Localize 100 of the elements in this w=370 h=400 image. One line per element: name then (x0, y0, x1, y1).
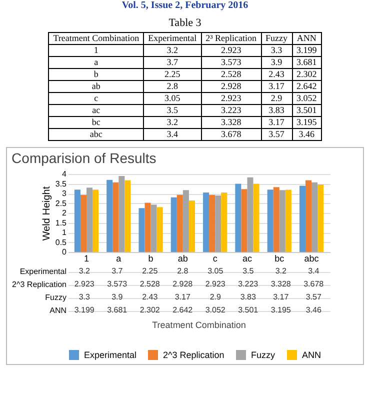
x-tick-label: 1 (84, 254, 89, 264)
bar (144, 202, 151, 252)
data-label: 2.302 (292, 68, 322, 80)
legend-label: ANN (302, 350, 322, 360)
data-label: 3.83 (240, 292, 256, 302)
bar (203, 192, 210, 252)
data-label: 3.17 (261, 116, 292, 128)
data-label: 3.199 (292, 44, 322, 56)
text: ANN (292, 32, 322, 44)
bar (273, 187, 280, 252)
data-label: 3.83 (261, 104, 292, 116)
bar (221, 192, 228, 252)
data-label: 3.199 (74, 306, 95, 314)
data-label: 3.57 (306, 292, 322, 302)
data-label: 3.501 (292, 104, 322, 116)
data-label: 2.928 (172, 280, 194, 288)
bar (235, 184, 242, 252)
data-label: 3.7 (112, 266, 124, 276)
y-tick-label: 0 (62, 248, 68, 256)
data-label: 3.46 (306, 306, 322, 314)
category-label: ab (48, 80, 144, 92)
data-label: 3.4 (308, 266, 320, 276)
y-tick-label: 2 (62, 208, 68, 218)
category-label: c (48, 92, 144, 104)
category-label: ac (48, 104, 144, 116)
bar (188, 200, 195, 252)
data-label: 2.9 (261, 92, 292, 104)
bar (150, 204, 157, 252)
legend-label: 2³ Replication (201, 32, 262, 44)
bar (318, 184, 324, 252)
data-label: 2.8 (177, 266, 189, 276)
data-label: 3.501 (238, 306, 259, 314)
data-label: 3.681 (292, 56, 322, 68)
data-label: 3.678 (304, 280, 324, 288)
x-tick-label: a (116, 254, 122, 264)
data-label: 3.2 (144, 44, 202, 56)
bar (106, 180, 113, 252)
bar (176, 194, 183, 252)
text: ANN (50, 306, 66, 315)
bar (86, 188, 93, 252)
text: Fuzzy (45, 293, 66, 302)
data-label: 3.05 (208, 266, 224, 276)
data-label: 3.5 (144, 104, 202, 116)
data-label: 3.195 (270, 306, 292, 314)
data-label: 3.3 (78, 292, 90, 302)
text: Experimental (20, 267, 66, 276)
data-label: 3.05 (144, 92, 202, 104)
bar (74, 190, 80, 252)
data-label: 3.052 (205, 306, 226, 314)
data-label: 2.923 (205, 280, 226, 288)
bar (247, 177, 254, 252)
bar (285, 190, 292, 252)
data-label: 3.9 (261, 56, 292, 68)
data-label: 2.923 (74, 280, 95, 288)
data-label: 3.2 (275, 266, 287, 276)
x-tick-label: abc (304, 254, 320, 264)
bar (182, 190, 189, 252)
data-label: 3.57 (261, 128, 292, 140)
data-label: 2.25 (142, 266, 158, 276)
text: Vol. 5, Issue 2, February 2016 (120, 0, 250, 13)
data-label: 2.25 (144, 68, 202, 80)
y-tick-label: 4 (62, 170, 68, 178)
data-label: 3.5 (242, 266, 254, 276)
data-label: 3.223 (238, 280, 259, 288)
bar (267, 190, 274, 252)
data-label: 3.2 (144, 116, 202, 128)
bar (138, 208, 145, 252)
x-tick-label: bc (274, 254, 285, 264)
legend-label: Fuzzy (261, 32, 292, 44)
bar (299, 186, 306, 252)
y-tick-label: 3 (62, 189, 68, 198)
category-label: b (48, 68, 144, 80)
data-label: 3.678 (201, 128, 262, 140)
bar (80, 195, 86, 252)
data-label: 3.052 (292, 92, 322, 104)
data-label: 2.923 (201, 92, 262, 104)
bar (118, 176, 125, 252)
data-label: 3.223 (201, 104, 262, 116)
legend-label: Experimental (84, 350, 137, 360)
bar (92, 190, 99, 252)
data-label: 3.7 (144, 56, 202, 68)
data-label: 3.328 (201, 116, 262, 128)
x-tick-label: b (148, 254, 154, 264)
data-label: 3.573 (107, 280, 128, 288)
data-label: 3.17 (273, 292, 290, 302)
bar (112, 182, 119, 252)
data-label: 2.528 (201, 68, 262, 80)
text: 2^3 Replication (12, 280, 66, 289)
bar (124, 180, 131, 252)
text: Experimental (144, 32, 202, 44)
category-label: abc (48, 128, 144, 140)
bar (209, 195, 216, 252)
y-axis-title: Weld Height (41, 186, 52, 241)
text: Table 3 (168, 17, 202, 29)
data-label: 2.642 (172, 306, 194, 314)
bar (312, 182, 318, 252)
legend-label: 2^3 Replication (163, 350, 224, 360)
bar (156, 207, 163, 252)
bar (253, 184, 260, 252)
data-label: 3.46 (292, 128, 322, 140)
